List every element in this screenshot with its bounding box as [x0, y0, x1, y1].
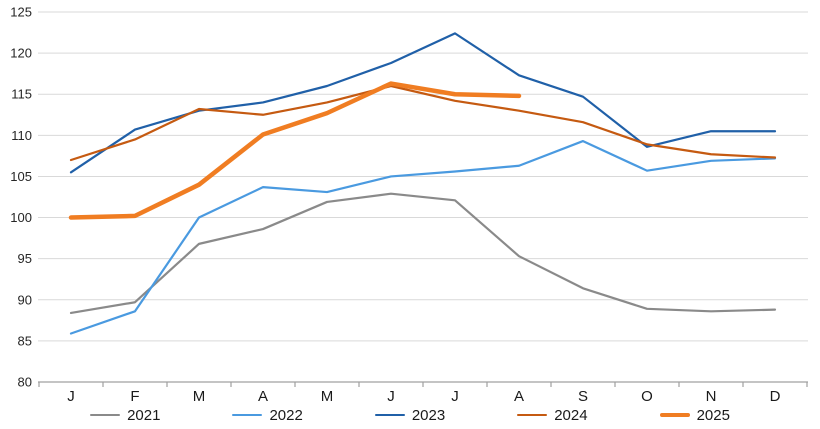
x-tick-label: S [578, 388, 588, 404]
y-tick-label: 85 [18, 333, 32, 348]
legend-label-2025: 2025 [696, 406, 730, 424]
legend-item-2021: 2021 [90, 408, 160, 423]
y-tick-label: 100 [10, 210, 32, 225]
y-tick-label: 80 [18, 375, 32, 390]
chart-legend: 2021 2022 2023 2024 2025 [0, 402, 820, 428]
legend-item-2023: 2023 [374, 406, 446, 424]
x-tick-label: N [706, 388, 717, 404]
y-tick-label: 105 [10, 169, 32, 184]
series-line-2025 [68, 81, 522, 220]
series-line-2023 [69, 32, 777, 174]
y-tick-label: 115 [11, 87, 32, 102]
series-line-2024 [69, 84, 777, 162]
legend-item-2025: 2025 [659, 406, 730, 424]
legend-item-2022: 2022 [232, 406, 303, 424]
legend-swatch-2021 [90, 413, 121, 417]
legend-swatch-2022 [232, 413, 263, 417]
x-tick-label: M [321, 388, 334, 404]
x-tick-label: J [67, 388, 75, 404]
legend-swatch-2024 [517, 413, 548, 417]
x-tick-label: A [258, 388, 268, 404]
x-tick-label: A [514, 388, 524, 404]
legend-swatch-2023 [374, 413, 405, 417]
x-axis [38, 381, 808, 387]
y-tick-label: 120 [10, 46, 32, 61]
line-chart-canvas: 80 85 90 95 100 105 110 115 120 125 J F M A M J J A S O N D [10, 5, 808, 404]
gridlines [38, 11, 808, 342]
x-tick-label: J [451, 388, 459, 404]
series-line-2022 [69, 139, 777, 335]
x-tick-label: J [387, 388, 395, 404]
y-tick-label: 110 [11, 128, 32, 143]
legend-label-2021: 2021 [127, 406, 161, 424]
x-tick-label: D [770, 388, 781, 404]
legend-label-2023: 2023 [411, 406, 446, 424]
legend-label-2022: 2022 [269, 406, 303, 424]
y-tick-label: 95 [18, 251, 32, 266]
x-tick-label: M [193, 388, 206, 404]
y-tick-label: 125 [10, 5, 32, 20]
x-tick-label: F [130, 388, 139, 404]
x-tick-label: O [641, 388, 653, 404]
y-axis-labels: 80 85 90 95 100 105 110 115 120 125 [10, 5, 32, 390]
series-line-2021 [69, 192, 777, 315]
legend-label-2024: 2024 [554, 406, 588, 424]
legend-item-2024: 2024 [517, 406, 588, 424]
y-tick-label: 90 [18, 292, 32, 307]
legend-swatch-2025 [659, 412, 690, 418]
